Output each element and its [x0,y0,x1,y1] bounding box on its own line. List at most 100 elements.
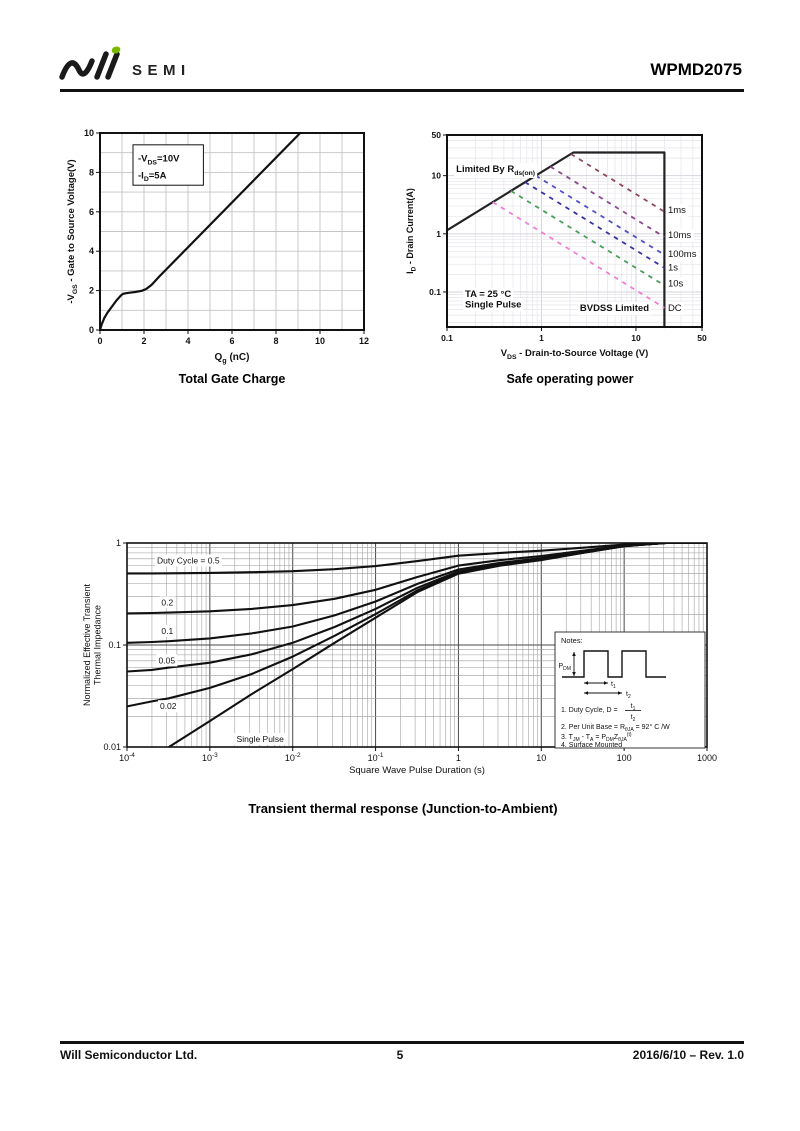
svg-text:10-1: 10-1 [368,752,384,763]
curve-label-1ms: 1ms [668,205,686,216]
svg-text:0.1: 0.1 [441,333,453,343]
single-pulse-label: Single Pulse [237,734,285,744]
ta-condition-label: TA = 25 °C [465,289,511,300]
series-duty-0.2 [127,543,707,615]
svg-text:4: 4 [89,246,94,256]
svg-text:t2: t2 [631,714,636,723]
svg-text:100: 100 [617,753,632,763]
series-10s [510,190,665,287]
series-single-pulse [166,543,707,747]
curve-label-10ms: 10ms [668,230,691,241]
footer-revision: 2016/6/10 – Rev. 1.0 [632,1048,744,1062]
svg-text:1: 1 [116,538,121,548]
svg-text:6: 6 [89,207,94,217]
svg-text:6: 6 [229,336,234,346]
series-rdson-bvdss-boundary [445,151,666,329]
svg-text:0.1: 0.1 [429,287,441,297]
svg-text:10: 10 [536,753,546,763]
svg-text:0: 0 [89,325,94,335]
will-semi-logo: SEMI [59,46,185,80]
header-rule [60,89,744,92]
curve-label-dc: DC [668,303,682,314]
gate-charge-caption: Total Gate Charge [178,372,286,386]
svg-text:2: 2 [89,286,94,296]
curve-label-1s: 1s [668,262,678,273]
svg-text:8: 8 [273,336,278,346]
svg-text:1000: 1000 [697,753,717,763]
transient-thermal-caption: Transient thermal response (Junction-to-… [248,801,558,816]
limited-by-rdson-label: Limited By Rds(on) [456,164,535,177]
svg-text:t1: t1 [611,681,616,690]
svg-text:PDM: PDM [559,663,572,672]
svg-text:4. Surface Mounted: 4. Surface Mounted [561,742,622,749]
transient-thermal-ticks: 10-4 10-3 10-2 10-1 1 10 100 1000 1 0.1 0.01 [103,538,717,763]
svg-text:10-4: 10-4 [119,752,135,763]
condition-line: -ID=5A [138,170,167,183]
transient-thermal-x-axis-label: Square Wave Pulse Duration (s) [349,765,485,776]
gate-charge-series [98,131,302,332]
series-gate-charge-curve [98,131,302,332]
svg-text:0.01: 0.01 [103,742,121,752]
series-1s [524,181,665,269]
gate-charge-chart: 0 2 4 6 8 10 12 0 2 4 6 8 10 Qg (nC) -VGS - Gate to So… [66,128,369,365]
svg-text:0: 0 [97,336,102,346]
transient-thermal-chart: 10-4 10-3 10-2 10-1 1 10 100 1000 1 0.1 0.01 Square… [82,538,717,776]
svg-text:Notes:: Notes: [561,636,583,645]
footer: Will Semiconductor Ltd. 2016/6/10 – Rev.… [60,1048,744,1062]
svg-text:50: 50 [697,333,707,343]
svg-text:10: 10 [432,171,442,181]
pdm-waveform [562,650,666,678]
duty-0.02-label: 0.02 [160,701,177,711]
svg-text:8: 8 [89,167,94,177]
series-duty-0.5 [127,543,707,575]
svg-text:10-2: 10-2 [285,752,301,763]
svg-text:1: 1 [456,753,461,763]
soa-caption: Safe operating power [506,372,634,386]
condition-line: -VDS=10V [138,154,180,167]
will-logo-icon [59,46,121,80]
svg-text:10: 10 [631,333,641,343]
gate-charge-x-axis-label: Qg (nC) [215,352,250,365]
svg-text:50: 50 [432,130,442,140]
transient-thermal-series [127,543,707,747]
conditions-box: -VDS=10V -ID=5A [132,144,204,186]
bvdss-limited-label: BVDSS Limited [580,303,649,314]
soa-x-axis-label: VDS - Drain-to-Source Voltage (V) [501,348,649,361]
transient-thermal-y-axis-label: Normalized Effective TransientThermal Im… [82,584,103,706]
footer-page-number: 5 [396,1048,404,1062]
footer-rule [60,1041,744,1044]
soa-series [445,151,666,329]
duty-0.05-label: 0.05 [159,655,176,665]
duty-0.5-label: Duty Cycle = 0.5 [157,555,220,565]
svg-text:1. Duty Cycle, D =: 1. Duty Cycle, D = [561,707,618,714]
svg-text:1: 1 [436,229,441,239]
svg-text:12: 12 [359,336,369,346]
svg-text:2. Per Unit Base = RθJA = 92°: 2. Per Unit Base = RθJA = 92° C /W [561,723,670,733]
soa-y-axis-label: ID - Drain Current(A) [405,188,418,274]
svg-text:10: 10 [315,336,325,346]
curve-label-100ms: 100ms [668,249,697,260]
series-100ms [535,174,665,256]
gate-charge-y-axis-label: -VGS - Gate to Source Voltage(V) [66,159,79,303]
svg-text:10: 10 [84,128,94,138]
svg-text:3. TJM - TA = PDMZθJA(t): 3. TJM - TA = PDMZθJA(t) [561,732,632,743]
curve-label-10s: 10s [668,278,684,289]
svg-text:t2: t2 [626,691,631,700]
gate-charge-ticks: 0 2 4 6 8 10 12 0 2 4 6 8 10 [84,128,369,346]
series-10ms [549,165,665,238]
part-number: WPMD2075 [650,60,742,79]
svg-text:4: 4 [185,336,190,346]
svg-text:10-3: 10-3 [202,752,218,763]
soa-plot-border [446,134,703,328]
series-1ms [570,153,665,213]
svg-text:0.1: 0.1 [108,640,121,650]
duty-0.1-label: 0.1 [161,626,173,636]
logo-green-dot [111,46,121,54]
svg-text:1: 1 [539,333,544,343]
duty-0.2-label: 0.2 [161,597,173,607]
single-pulse-condition-label: Single Pulse [465,299,522,310]
gate-charge-grid [100,133,364,330]
safe-operating-area-chart: 0.1 1 10 50 0.1 1 10 50 VDS - Drain-to-Source Vo… [405,130,707,361]
